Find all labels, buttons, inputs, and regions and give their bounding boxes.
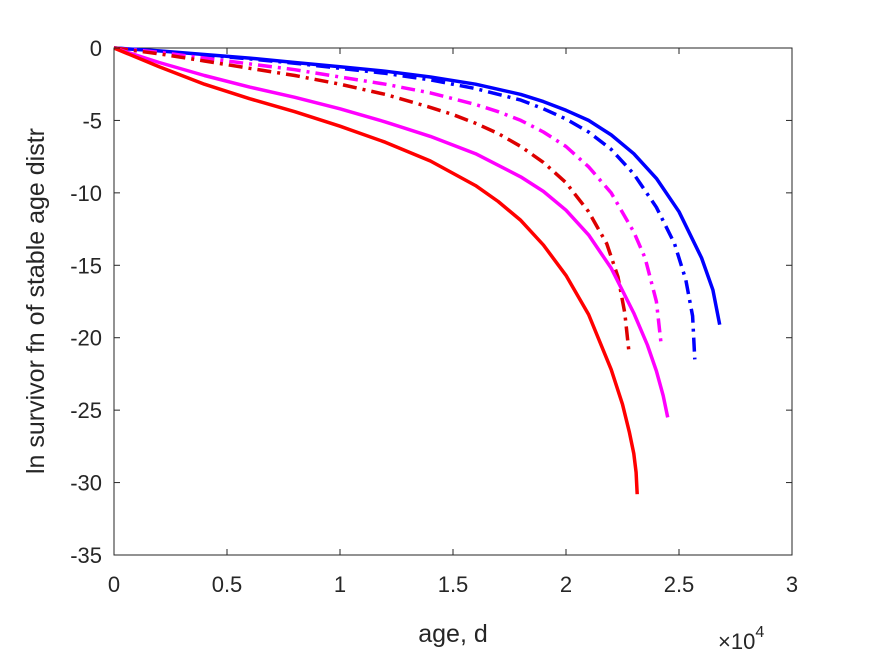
- x-axis: 0 0.5 1 1.5 2 2.5 3: [108, 48, 798, 597]
- x-exponent-power: 4: [755, 624, 764, 641]
- x-axis-label: age, d: [418, 620, 488, 648]
- x-tick-label: 1: [334, 572, 346, 597]
- series-line-1: [113, 46, 722, 326]
- x-tick-label: 0.5: [212, 572, 243, 597]
- series-line-5: [113, 46, 670, 418]
- x-tick-label: 1.5: [438, 572, 469, 597]
- series-layer: [113, 46, 722, 495]
- y-tick-label: -10: [70, 181, 102, 206]
- y-tick-label: -25: [70, 398, 102, 423]
- series-line-2: [113, 46, 697, 360]
- series-line-3: [113, 46, 663, 343]
- y-tick-label: -15: [70, 253, 102, 278]
- x-exponent-label: ×104: [718, 624, 764, 654]
- y-axis-label: ln survivor fn of stable age distr: [22, 128, 50, 474]
- y-tick-label: -5: [82, 108, 102, 133]
- y-tick-label: 0: [90, 36, 102, 61]
- x-tick-label: 2.5: [664, 572, 695, 597]
- series-line-4: [113, 46, 632, 356]
- x-tick-label: 3: [786, 572, 798, 597]
- x-exponent-base: ×10: [718, 629, 755, 654]
- y-tick-label: -30: [70, 471, 102, 496]
- y-tick-label: -20: [70, 326, 102, 351]
- series-line-6: [113, 46, 639, 495]
- plot-area: [113, 47, 793, 556]
- x-tick-label: 2: [560, 572, 572, 597]
- y-axis: 0 -5 -10 -15 -20 -25 -30 -35: [70, 36, 792, 568]
- x-tick-label: 0: [108, 572, 120, 597]
- y-tick-label: -35: [70, 543, 102, 568]
